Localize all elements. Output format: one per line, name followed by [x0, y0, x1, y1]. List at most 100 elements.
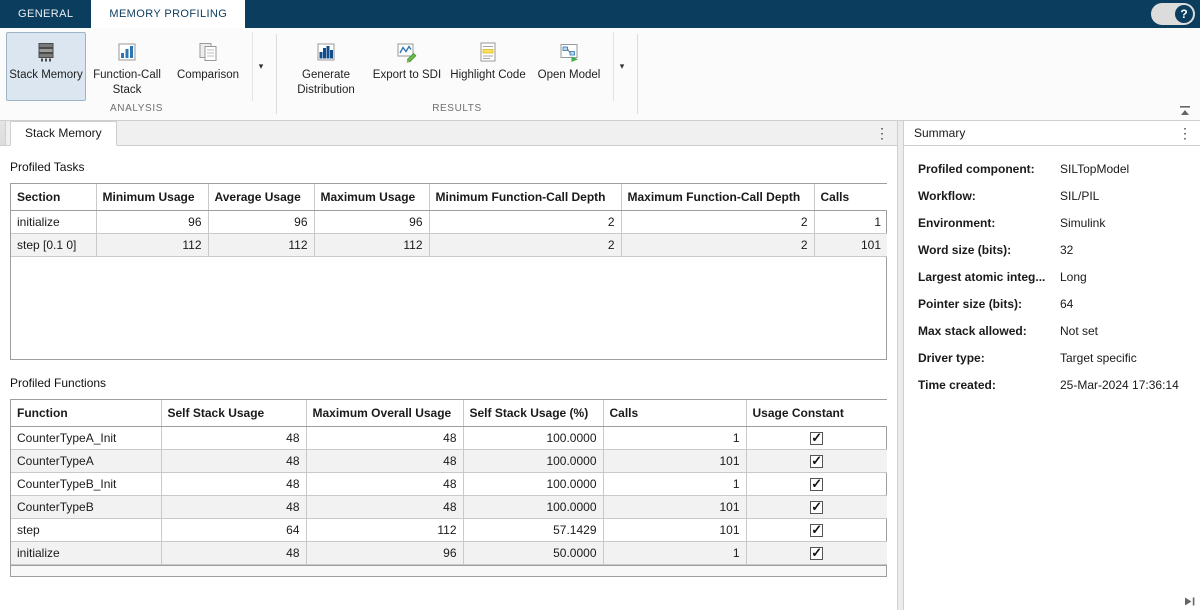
table-row[interactable]: CounterTypeA_Init 48 48 100.0000 1 ✓ — [11, 426, 887, 450]
cell-pct: 100.0000 — [463, 449, 604, 473]
profiled-tasks-title: Profiled Tasks — [10, 160, 85, 174]
horizontal-scrollbar[interactable] — [10, 565, 887, 577]
col-self-stack-usage-pct[interactable]: Self Stack Usage (%) — [463, 400, 604, 427]
collapse-toolstrip-button[interactable] — [1178, 104, 1192, 117]
summary-list: Profiled component: SILTopModel Workflow… — [904, 146, 1200, 421]
generate-distribution-icon — [314, 38, 338, 65]
col-max-overall-usage[interactable]: Maximum Overall Usage — [306, 400, 464, 427]
usage-constant-checkbox[interactable]: ✓ — [810, 475, 824, 491]
usage-constant-checkbox[interactable]: ✓ — [810, 544, 824, 560]
stack-memory-content: Profiled Tasks Section Minimum Usage Ave… — [0, 146, 897, 610]
panel-divider[interactable] — [898, 121, 903, 610]
col-section[interactable]: Section — [11, 184, 97, 211]
profiled-tasks-table: Section Minimum Usage Average Usage Maxi… — [10, 183, 887, 360]
list-item: Environment: Simulink — [918, 216, 1186, 230]
cell-pct: 50.0000 — [463, 541, 604, 565]
cell-self: 48 — [161, 426, 307, 450]
cell-min: 96 — [96, 210, 209, 234]
check-icon: ✓ — [811, 544, 823, 560]
stack-memory-panel: Stack Memory ⋮ Profiled Tasks Section Mi… — [0, 121, 898, 610]
table-row[interactable]: initialize 96 96 96 2 2 1 — [11, 210, 887, 234]
cell-usage-constant: ✓ — [746, 541, 887, 565]
table-row[interactable]: CounterTypeB_Init 48 48 100.0000 1 ✓ — [11, 472, 887, 496]
col-self-stack-usage[interactable]: Self Stack Usage — [161, 400, 307, 427]
table-row[interactable]: CounterTypeA 48 48 100.0000 101 ✓ — [11, 449, 887, 473]
tab-stack-memory-document[interactable]: Stack Memory — [10, 121, 117, 146]
col-fn-calls[interactable]: Calls — [603, 400, 747, 427]
open-model-icon — [557, 38, 581, 65]
cell-overall: 48 — [306, 495, 464, 519]
panel-gripper[interactable] — [0, 121, 6, 145]
col-function[interactable]: Function — [11, 400, 162, 427]
check-icon: ✓ — [811, 521, 823, 537]
cell-usage-constant: ✓ — [746, 426, 887, 450]
toolstrip-separator — [637, 34, 638, 114]
table-row[interactable]: step [0.1 0] 112 112 112 2 2 101 — [11, 233, 887, 257]
table-row[interactable]: step 64 112 57.1429 101 ✓ — [11, 518, 887, 542]
summary-panel: Summary ⋮ Profiled component: SILTopMode… — [903, 121, 1200, 610]
list-item: Word size (bits): 32 — [918, 243, 1186, 257]
comparison-icon — [196, 38, 220, 65]
tab-memory-profiling[interactable]: MEMORY PROFILING — [91, 0, 246, 28]
summary-key: Driver type: — [918, 351, 985, 365]
cell-pct: 100.0000 — [463, 426, 604, 450]
toolstrip-separator — [276, 34, 277, 114]
usage-constant-checkbox[interactable]: ✓ — [810, 453, 824, 468]
dock-panel-button[interactable] — [1183, 595, 1197, 608]
col-min-fc-depth[interactable]: Minimum Function-Call Depth — [429, 184, 622, 211]
analysis-gallery-dropdown-button[interactable]: ▾ — [252, 32, 269, 101]
analysis-section-label: ANALYSIS — [110, 103, 163, 114]
help-icon: ? — [1175, 5, 1193, 23]
open-model-label: Open Model — [537, 69, 601, 81]
usage-constant-checkbox[interactable]: ✓ — [810, 499, 824, 514]
check-icon: ✓ — [811, 429, 823, 445]
highlight-code-button[interactable]: Highlight Code — [448, 32, 528, 101]
summary-value: Long — [1060, 270, 1087, 284]
generate-distribution-label: Generate Distribution — [297, 69, 355, 96]
cell-avg: 96 — [208, 210, 315, 234]
tab-general[interactable]: GENERAL — [18, 8, 74, 20]
usage-constant-checkbox[interactable]: ✓ — [810, 429, 824, 445]
cell-usage-constant: ✓ — [746, 449, 887, 473]
cell-self: 48 — [161, 449, 307, 473]
function-call-stack-icon — [115, 38, 139, 65]
col-minimum-usage[interactable]: Minimum Usage — [96, 184, 209, 211]
list-item: Profiled component: SILTopModel — [918, 162, 1186, 176]
document-actions-menu-button[interactable]: ⋮ — [875, 125, 889, 141]
open-model-button[interactable]: Open Model — [529, 32, 609, 101]
generate-distribution-button[interactable]: Generate Distribution — [286, 32, 366, 101]
cell-max-depth: 2 — [621, 233, 815, 257]
cell-overall: 96 — [306, 541, 464, 565]
col-usage-constant[interactable]: Usage Constant — [746, 400, 887, 427]
summary-value: Not set — [1060, 324, 1099, 338]
toolstrip-group-results: Generate Distribution Export to SDI — [280, 28, 634, 120]
cell-function: CounterTypeA_Init — [11, 426, 162, 450]
toolstrip: Stack Memory Function-Call Stack — [0, 28, 1200, 121]
summary-actions-menu-button[interactable]: ⋮ — [1178, 125, 1192, 141]
col-max-fc-depth[interactable]: Maximum Function-Call Depth — [621, 184, 815, 211]
function-call-stack-button[interactable]: Function-Call Stack — [87, 32, 167, 101]
results-section-label: RESULTS — [432, 103, 482, 114]
cell-calls: 1 — [603, 472, 747, 496]
list-item: Pointer size (bits): 64 — [918, 297, 1186, 311]
results-gallery-dropdown-button[interactable]: ▾ — [613, 32, 630, 101]
summary-key: Word size (bits): — [918, 243, 1012, 257]
comparison-button[interactable]: Comparison — [168, 32, 248, 101]
usage-constant-checkbox[interactable]: ✓ — [810, 521, 824, 537]
col-maximum-usage[interactable]: Maximum Usage — [314, 184, 430, 211]
stack-memory-button[interactable]: Stack Memory — [6, 32, 86, 101]
table-row[interactable]: CounterTypeB 48 48 100.0000 101 ✓ — [11, 495, 887, 519]
cell-min-depth: 2 — [429, 233, 622, 257]
col-average-usage[interactable]: Average Usage — [208, 184, 315, 211]
check-icon: ✓ — [811, 475, 823, 491]
export-to-sdi-button[interactable]: Export to SDI — [367, 32, 447, 101]
cell-calls: 101 — [603, 495, 747, 519]
summary-value: 32 — [1060, 243, 1074, 257]
cell-calls: 101 — [603, 518, 747, 542]
col-calls[interactable]: Calls — [814, 184, 887, 211]
help-button[interactable]: ? — [1151, 3, 1195, 25]
table-row[interactable]: initialize 48 96 50.0000 1 ✓ — [11, 541, 887, 565]
chevron-down-icon: ▾ — [619, 61, 625, 71]
cell-calls: 1 — [814, 210, 887, 234]
